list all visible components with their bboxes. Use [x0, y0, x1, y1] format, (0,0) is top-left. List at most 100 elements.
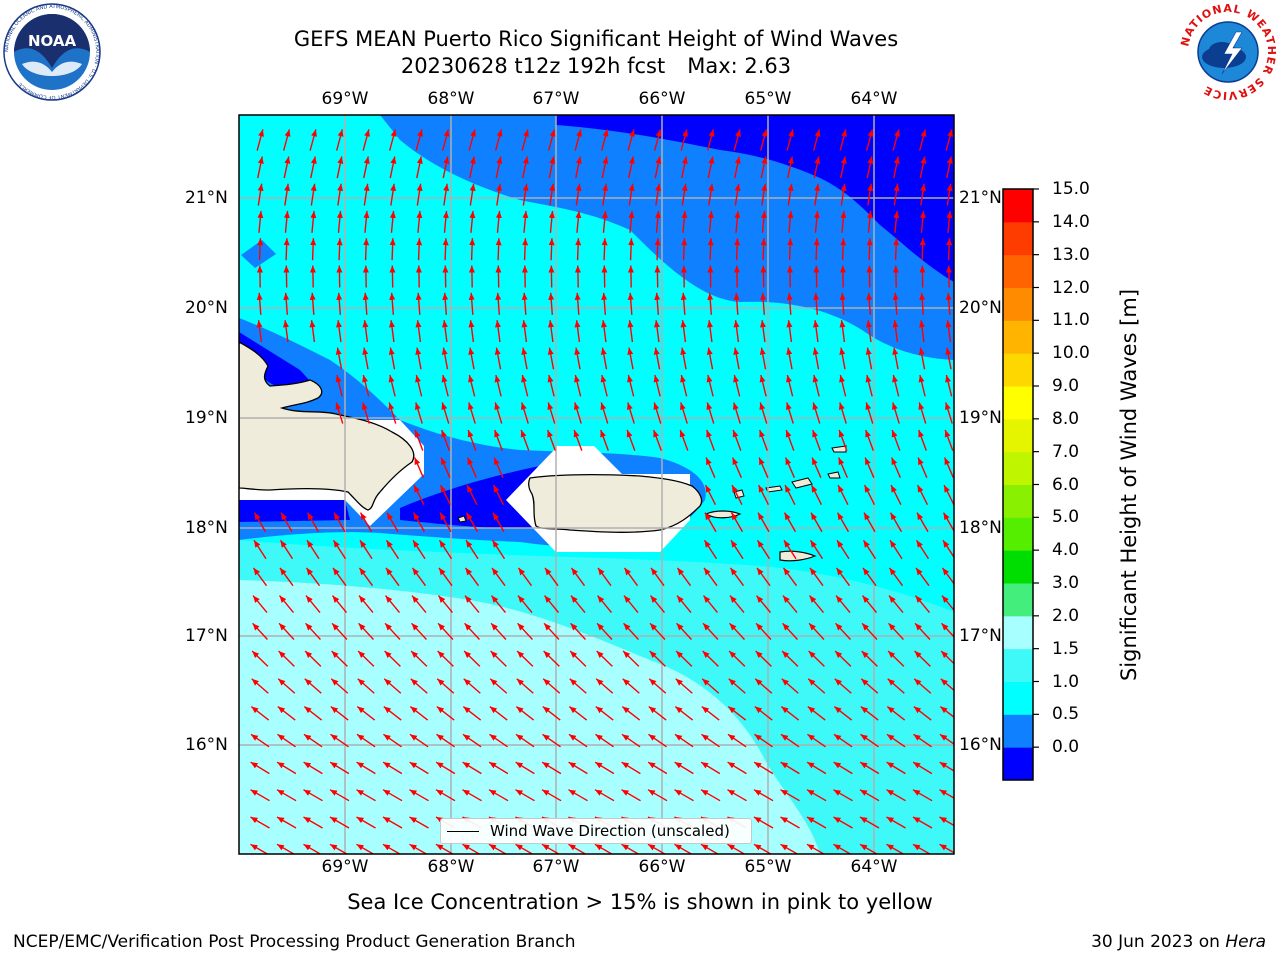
wave-direction-arrow [621, 761, 641, 775]
wave-direction-arrow [918, 374, 926, 397]
wave-direction-arrow [541, 789, 562, 802]
wave-direction-arrow [786, 292, 793, 315]
wave-direction-arrow [893, 238, 900, 261]
wave-direction-arrow [361, 402, 370, 424]
wave-direction-arrow [919, 320, 925, 343]
colorbar-frame [1002, 188, 1034, 781]
wave-direction-arrow [256, 292, 263, 315]
wave-direction-arrow [810, 512, 823, 533]
wave-direction-arrow [760, 292, 767, 315]
wave-direction-arrow [362, 320, 369, 343]
wave-direction-arrow [522, 156, 529, 179]
wave-direction-arrow [811, 457, 822, 478]
wave-direction-arrow [834, 650, 852, 667]
wave-direction-arrow [462, 789, 482, 802]
wave-direction-arrow [436, 733, 455, 748]
wave-direction-arrow [886, 733, 906, 748]
wave-direction-arrow [516, 650, 534, 667]
wave-direction-arrow [627, 347, 634, 370]
wave-direction-arrow [358, 595, 374, 614]
wave-direction-arrow [706, 374, 714, 397]
wave-direction-arrow [865, 374, 873, 397]
colorbar-swatch [1003, 648, 1033, 682]
wave-direction-arrow [945, 347, 952, 370]
wave-direction-arrow [700, 761, 721, 775]
wave-direction-arrow [784, 484, 796, 506]
wave-direction-arrow [781, 678, 799, 694]
wave-direction-arrow [680, 374, 688, 397]
wave-direction-arrow [278, 595, 295, 614]
wave-direction-arrow [919, 292, 926, 315]
colorbar-swatch [1003, 747, 1033, 781]
colorbar-swatch [1003, 681, 1033, 715]
wave-direction-arrow [250, 789, 270, 802]
wave-direction-arrow [780, 816, 800, 829]
wave-direction-arrow [568, 706, 588, 721]
lon-label-bottom-64w: 64°W [850, 857, 898, 877]
wave-direction-arrow [547, 129, 556, 151]
nws-logo-icon: NATIONAL WEATHER SERVICE [1178, 2, 1277, 102]
wave-direction-arrow [465, 539, 479, 560]
wave-direction-arrow [674, 706, 694, 721]
wave-direction-arrow [414, 402, 423, 424]
colorbar-tick-label: 3.0 [1052, 573, 1080, 593]
wave-direction-arrow [886, 706, 906, 721]
colorbar-tick-label: 7.0 [1052, 441, 1080, 462]
wave-direction-arrow [596, 650, 613, 667]
wave-direction-arrow [892, 320, 899, 343]
colorbar-swatch [1003, 254, 1033, 288]
wave-direction-arrow [787, 156, 794, 179]
wave-direction-arrow [890, 457, 902, 478]
wave-direction-arrow [332, 567, 347, 587]
wave-direction-arrow [356, 816, 376, 829]
wave-direction-arrow [759, 374, 767, 397]
wave-direction-arrow [707, 320, 713, 343]
wave-direction-arrow [596, 595, 613, 614]
lat-label-right-18n: 18°N [959, 518, 1002, 538]
wave-direction-arrow [384, 622, 401, 640]
wave-direction-arrow [463, 650, 481, 667]
wave-direction-arrow [704, 512, 717, 533]
wave-direction-arrow [916, 512, 929, 533]
wave-direction-arrow [495, 210, 502, 233]
wave-direction-arrow [759, 129, 768, 151]
wave-direction-arrow [575, 238, 582, 261]
colorbar-tick-label: 1.0 [1052, 671, 1080, 692]
lon-label-bottom-69w: 69°W [321, 857, 369, 877]
wave-direction-arrow [623, 622, 639, 640]
wave-direction-arrow [544, 567, 559, 587]
wave-direction-arrow [251, 650, 269, 667]
wave-direction-arrow [356, 789, 376, 802]
wave-direction-arrow [601, 320, 607, 343]
wave-direction-arrow [597, 567, 612, 587]
wave-direction-arrow [680, 347, 687, 370]
wave-direction-arrow [892, 347, 899, 370]
wave-direction-arrow [649, 622, 666, 640]
wave-direction-arrow [727, 706, 747, 721]
colorbar-swatch [1003, 353, 1033, 387]
wave-direction-arrow [807, 733, 826, 748]
wave-direction-arrow [413, 457, 425, 478]
wave-direction-arrow [358, 622, 374, 640]
wave-direction-arrow [277, 678, 296, 694]
wave-direction-arrow [836, 539, 850, 560]
wave-direction-arrow [600, 402, 609, 424]
wave-direction-arrow [356, 706, 376, 721]
colorbar-tick-label: 9.0 [1052, 376, 1080, 396]
wave-direction-arrow [257, 156, 264, 179]
wave-direction-arrow [654, 210, 661, 233]
wave-direction-arrow [733, 129, 741, 151]
wave-direction-arrow [757, 484, 770, 506]
wave-direction-arrow [813, 210, 820, 233]
wave-direction-arrow [389, 156, 397, 179]
wave-direction-arrow [835, 622, 851, 640]
wave-direction-arrow [250, 706, 270, 721]
lon-label-bottom-67w: 67°W [532, 857, 580, 877]
wave-direction-arrow [703, 539, 718, 560]
wave-direction-arrow [257, 183, 264, 206]
wave-direction-arrow [468, 374, 476, 397]
wave-direction-arrow [363, 183, 370, 206]
wave-direction-arrow [521, 292, 528, 315]
lat-label-right-17n: 17°N [959, 626, 1002, 646]
wave-direction-arrow [653, 402, 662, 424]
